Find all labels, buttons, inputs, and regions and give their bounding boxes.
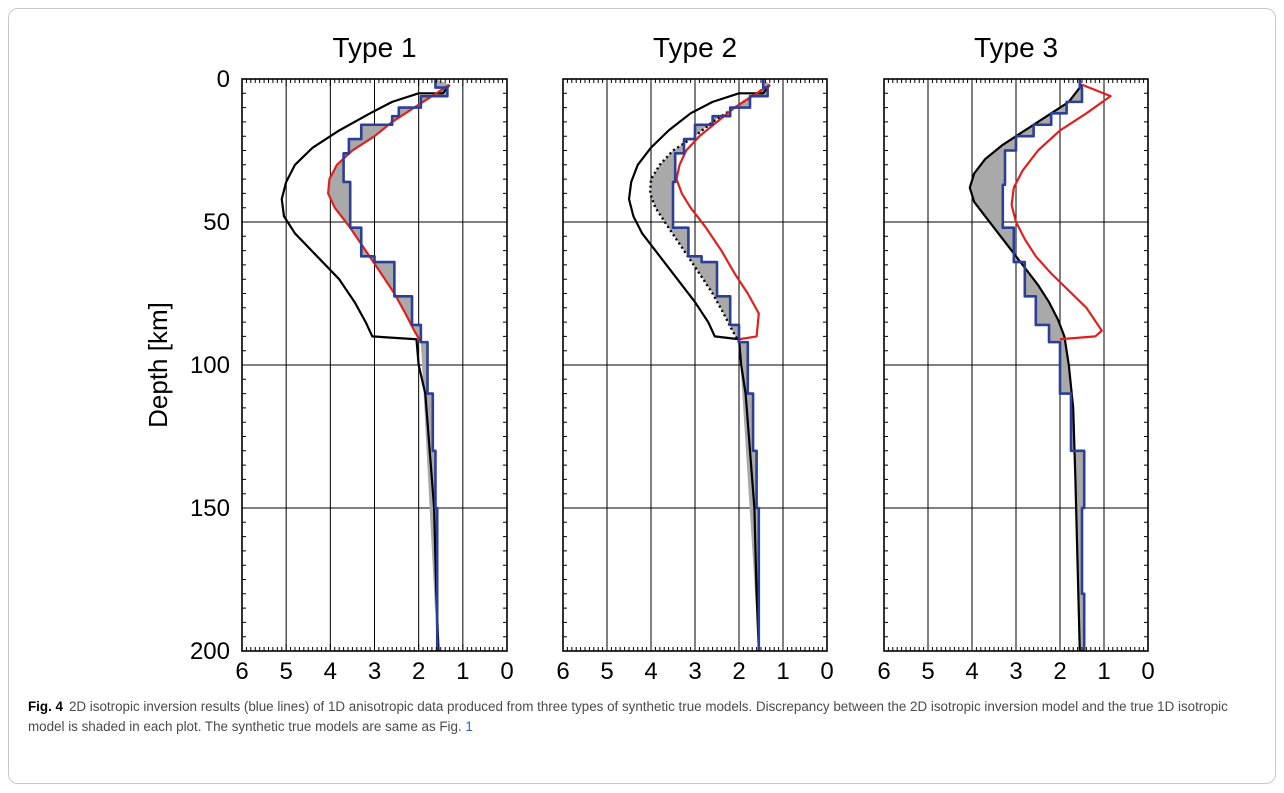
- chart-title: Type 3: [974, 32, 1058, 63]
- x-tick-label: 0: [820, 658, 833, 685]
- axis-ticks: [562, 78, 828, 652]
- x-tick-label: 4: [324, 658, 337, 685]
- y-axis-label: Depth [km]: [143, 302, 173, 428]
- figure-frame: [8, 8, 1276, 784]
- x-tick-label: 2: [412, 658, 425, 685]
- figure-caption: Fig. 4 2D isotropic inversion results (bl…: [28, 697, 1258, 737]
- x-tick-label: 6: [877, 658, 890, 685]
- x-tick-label: 4: [644, 658, 657, 685]
- y-tick-label: 100: [190, 352, 230, 379]
- y-tick-label: 150: [190, 495, 230, 522]
- x-tick-label: 2: [1053, 658, 1066, 685]
- discrepancy-shading: [328, 79, 450, 651]
- series-line-blue: [342, 79, 449, 651]
- series-line-blue: [671, 79, 769, 651]
- x-tick-label: 6: [235, 658, 248, 685]
- x-tick-label: 3: [1009, 658, 1022, 685]
- series-line-red: [1010, 83, 1112, 341]
- axis-ticks: [883, 78, 1149, 652]
- chart-title: Type 2: [653, 32, 737, 63]
- x-tick-label: 2: [732, 658, 745, 685]
- x-tick-label: 0: [500, 658, 513, 685]
- x-tick-label: 1: [1097, 658, 1110, 685]
- chart-title: Type 1: [332, 32, 416, 63]
- discrepancy-shading: [969, 79, 1085, 651]
- figure-label: Fig. 4: [28, 699, 63, 714]
- series-line-black: [280, 84, 451, 652]
- y-tick-label: 200: [190, 638, 230, 665]
- x-tick-label: 5: [600, 658, 613, 685]
- x-tick-label: 4: [965, 658, 978, 685]
- x-tick-label: 1: [456, 658, 469, 685]
- x-tick-label: 5: [921, 658, 934, 685]
- axis-ticks: [241, 78, 508, 652]
- caption-figure-link[interactable]: 1: [465, 719, 473, 734]
- y-tick-label: 50: [203, 209, 230, 236]
- x-tick-label: 1: [776, 658, 789, 685]
- series-line-black: [968, 84, 1083, 652]
- y-tick-label: 0: [217, 66, 230, 93]
- x-tick-label: 3: [368, 658, 381, 685]
- x-tick-label: 5: [279, 658, 292, 685]
- caption-text: 2D isotropic inversion results (blue lin…: [28, 699, 1228, 734]
- series-line-black: [627, 84, 771, 652]
- x-tick-label: 6: [556, 658, 569, 685]
- x-tick-label: 3: [688, 658, 701, 685]
- x-tick-label: 0: [1141, 658, 1154, 685]
- series-line-blue: [1001, 79, 1086, 651]
